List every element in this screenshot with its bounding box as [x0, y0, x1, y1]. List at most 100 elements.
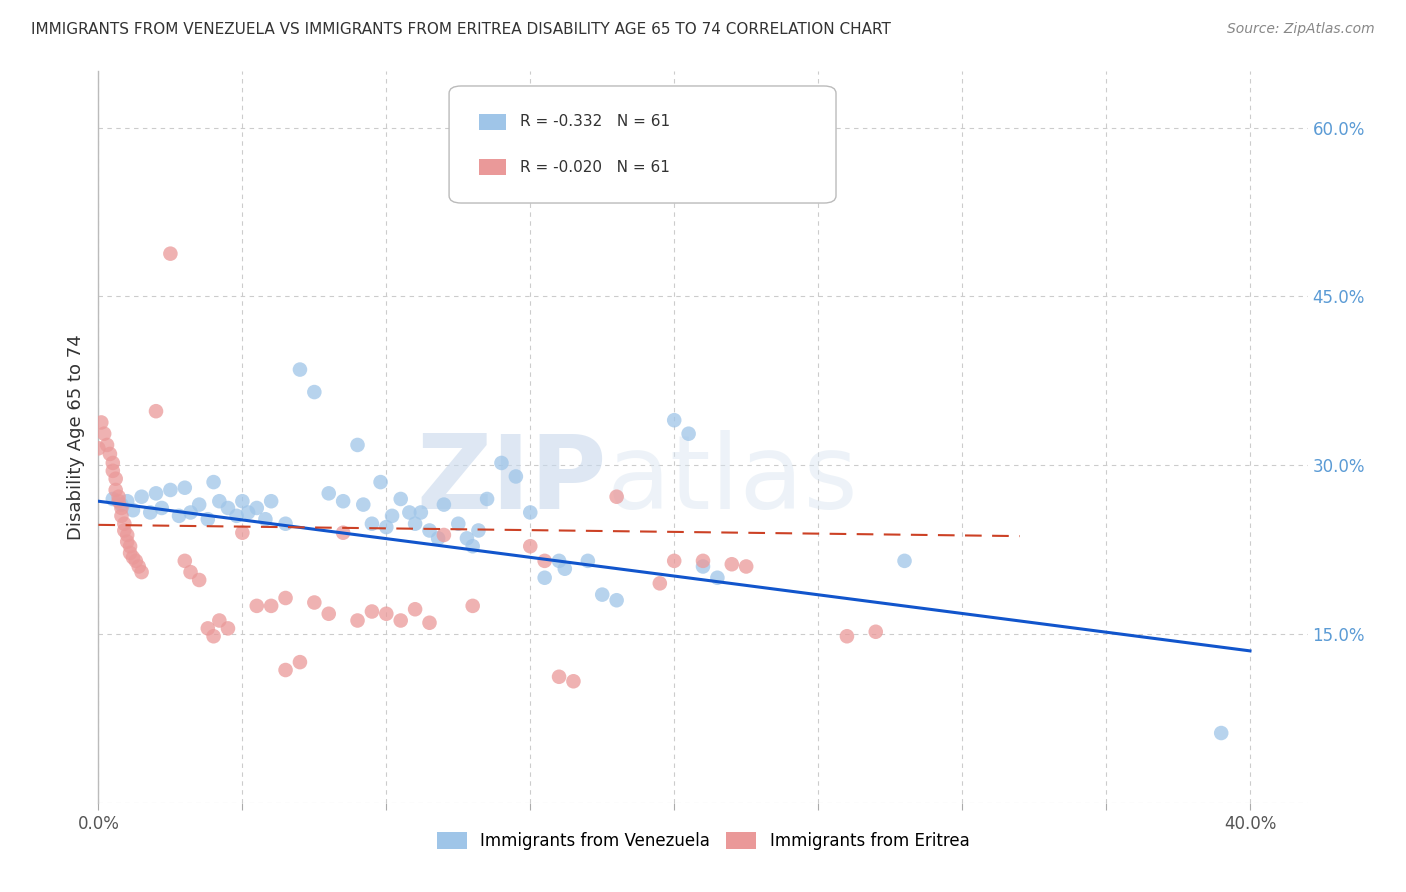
Point [110, 500, 132, 515]
Point [90, 416, 112, 430]
Point [389, 614, 412, 628]
Point [893, 554, 915, 568]
Point [370, 475, 392, 489]
Point [404, 602, 426, 616]
Point [519, 506, 541, 520]
Point [217, 500, 239, 515]
Point [159, 483, 181, 497]
Point [318, 607, 340, 621]
Point [562, 674, 585, 689]
Point [115, 528, 138, 542]
Point [180, 506, 202, 520]
Point [120, 539, 142, 553]
Point [375, 607, 398, 621]
FancyBboxPatch shape [479, 114, 506, 130]
Point [274, 516, 297, 531]
Point [120, 546, 142, 560]
Point [381, 508, 404, 523]
Point [591, 588, 613, 602]
Point [159, 246, 181, 260]
Point [491, 456, 513, 470]
Legend: Immigrants from Venezuela, Immigrants from Eritrea: Immigrants from Venezuela, Immigrants fr… [430, 825, 976, 856]
Point [346, 614, 368, 628]
Point [110, 508, 132, 523]
Point [606, 593, 628, 607]
Point [125, 554, 148, 568]
Point [706, 571, 728, 585]
Point [664, 413, 686, 427]
Point [519, 539, 541, 553]
Point [231, 525, 253, 540]
Point [145, 404, 167, 418]
Point [104, 483, 127, 497]
Point [456, 532, 478, 546]
Point [115, 494, 138, 508]
Point [447, 516, 470, 531]
Text: R = -0.332   N = 61: R = -0.332 N = 61 [520, 114, 671, 129]
Text: atlas: atlas [606, 431, 858, 532]
Point [548, 670, 571, 684]
Point [107, 494, 129, 508]
Point [202, 629, 225, 643]
Point [533, 571, 555, 585]
Point [409, 506, 432, 520]
Point [735, 559, 758, 574]
Point [533, 554, 555, 568]
Y-axis label: Disability Age 65 to 74: Disability Age 65 to 74 [66, 334, 84, 540]
Point [139, 506, 162, 520]
Point [197, 512, 219, 526]
Point [122, 550, 145, 565]
Point [288, 655, 311, 669]
Point [304, 385, 326, 400]
Point [433, 498, 456, 512]
Point [720, 558, 742, 572]
Point [467, 524, 489, 538]
Point [101, 456, 124, 470]
Point [678, 426, 700, 441]
Point [332, 525, 354, 540]
Text: Source: ZipAtlas.com: Source: ZipAtlas.com [1227, 22, 1375, 37]
Point [131, 490, 153, 504]
FancyBboxPatch shape [449, 86, 837, 203]
Point [180, 565, 202, 579]
Point [260, 494, 283, 508]
Point [131, 565, 153, 579]
Point [375, 520, 398, 534]
Point [361, 516, 384, 531]
Point [554, 562, 576, 576]
Point [208, 614, 231, 628]
Point [246, 599, 269, 613]
Point [461, 599, 484, 613]
Point [231, 494, 253, 508]
Point [236, 506, 259, 520]
Point [167, 508, 190, 523]
Point [122, 503, 145, 517]
Point [576, 554, 599, 568]
Point [93, 426, 115, 441]
Text: ZIP: ZIP [416, 431, 606, 532]
Point [332, 494, 354, 508]
Point [418, 524, 440, 538]
Point [274, 663, 297, 677]
Point [1211, 726, 1233, 740]
Point [112, 516, 135, 531]
Point [96, 438, 118, 452]
Point [606, 490, 628, 504]
Point [648, 576, 671, 591]
Point [404, 516, 426, 531]
Point [505, 469, 527, 483]
Point [427, 532, 450, 546]
Point [692, 554, 714, 568]
Point [173, 481, 195, 495]
Point [246, 500, 269, 515]
Point [202, 475, 225, 489]
Point [98, 447, 121, 461]
Point [173, 554, 195, 568]
Point [225, 508, 247, 523]
Point [110, 498, 132, 512]
Point [128, 559, 150, 574]
Point [274, 591, 297, 605]
Point [288, 362, 311, 376]
Point [548, 554, 571, 568]
Point [389, 491, 412, 506]
